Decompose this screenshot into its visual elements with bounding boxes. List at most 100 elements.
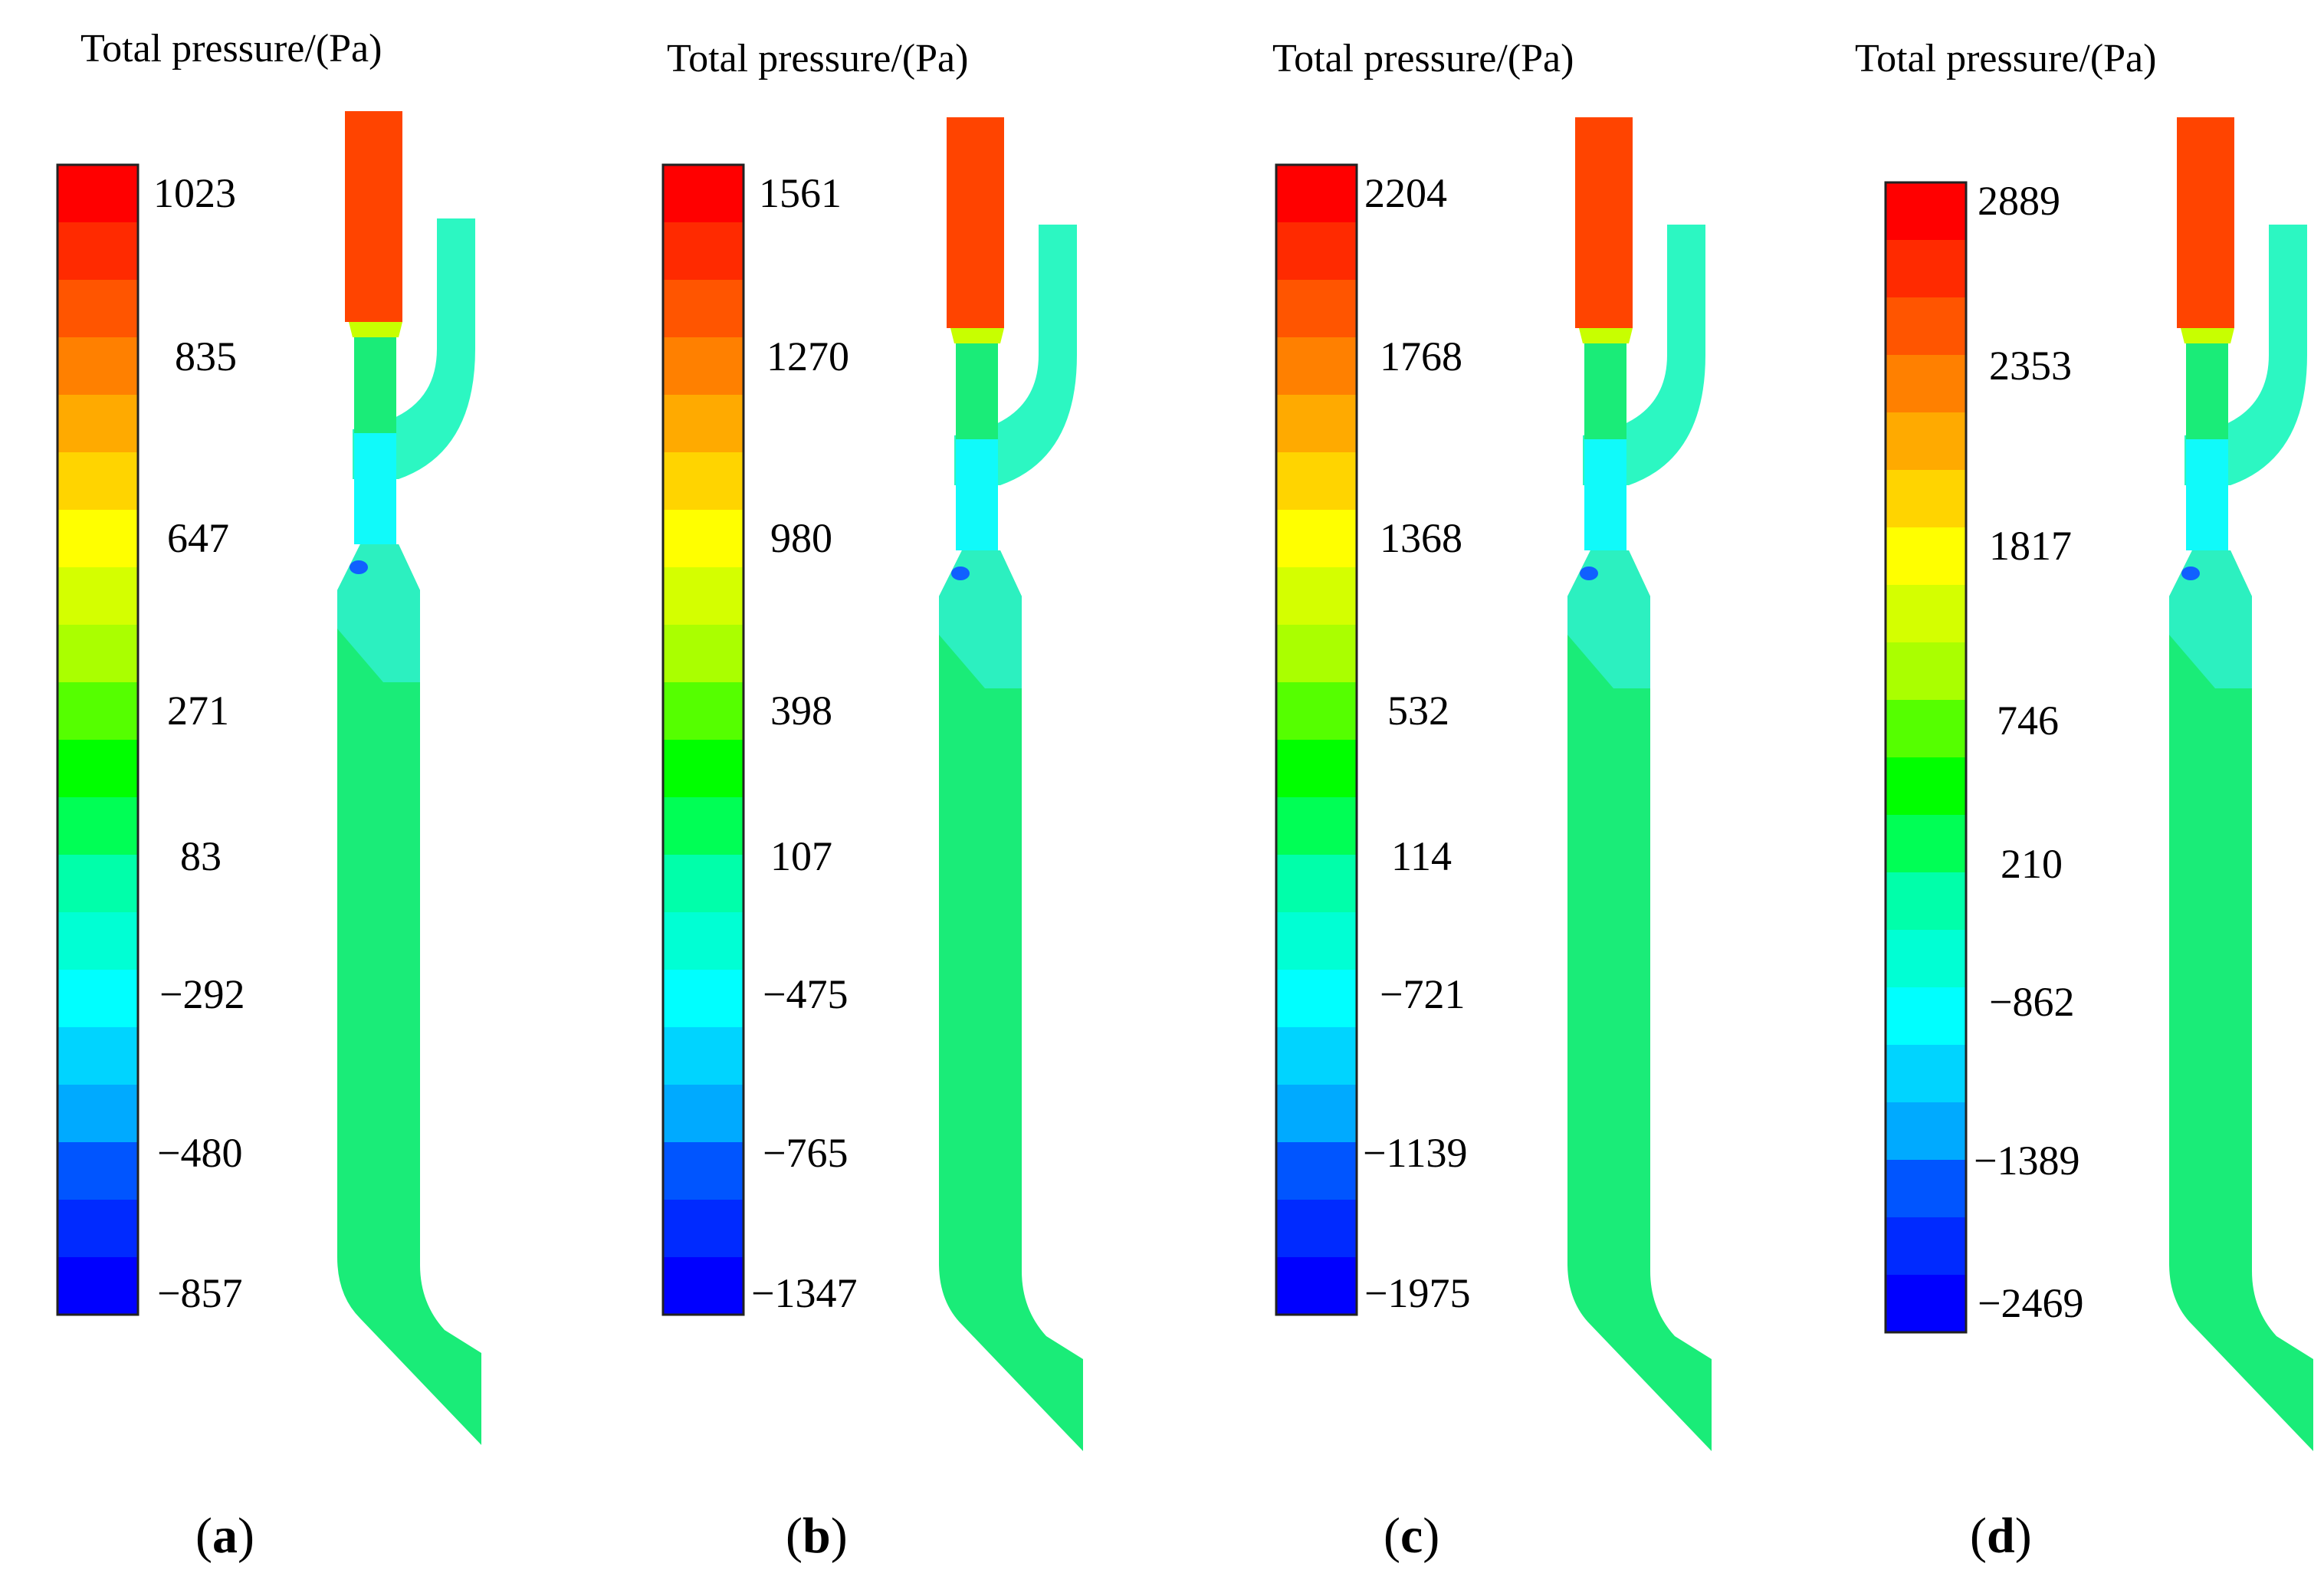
legend-title: Total pressure/(Pa)	[667, 37, 968, 80]
colorbar-band	[57, 567, 138, 626]
colorbar-band	[57, 855, 138, 913]
nozzle-jet	[956, 336, 998, 439]
diffuser-inlet-zone	[337, 544, 420, 682]
tick-label: −1347	[751, 1270, 857, 1316]
tick-label: −475	[763, 971, 848, 1017]
tick-label: −292	[159, 971, 245, 1017]
colorbar-band	[57, 912, 138, 970]
colorbar	[1884, 181, 1968, 1334]
colorbar-band	[57, 682, 138, 741]
tick-label: −2469	[1978, 1280, 2083, 1326]
colorbar-band	[1276, 567, 1357, 626]
colorbar-band	[57, 1027, 138, 1085]
panel-d: Total pressure/(Pa) 2889 2353 1817 746 2…	[1855, 37, 2313, 1564]
colorbar-band	[57, 1257, 138, 1315]
colorbar-band	[1276, 395, 1357, 453]
colorbar-band	[1886, 355, 1966, 413]
legend-title: Total pressure/(Pa)	[1272, 37, 1574, 80]
primary-inlet	[2177, 117, 2234, 328]
colorbar-frame	[56, 163, 140, 1316]
tick-label: 1368	[1380, 515, 1462, 561]
colorbar-band	[663, 682, 743, 741]
colorbar-band	[663, 510, 743, 568]
diffuser-inlet-zone	[2169, 550, 2252, 688]
diffuser-inlet-zone	[939, 550, 1022, 688]
tick-label: 2204	[1364, 170, 1447, 216]
tick-label: 1561	[759, 170, 842, 216]
throat-section	[2186, 435, 2228, 550]
panel-caption: (d)	[1970, 1508, 2032, 1564]
tick-label: 1817	[1989, 523, 2072, 569]
colorbar-band	[57, 280, 138, 338]
tick-label: −1975	[1364, 1270, 1470, 1316]
ejector-contour	[337, 111, 481, 1445]
tick-label: 647	[167, 515, 229, 561]
colorbar-band	[663, 395, 743, 453]
colorbar-band	[1276, 855, 1357, 913]
colorbar-band	[663, 165, 743, 223]
colorbar-band	[1886, 1102, 1966, 1161]
colorbar-band	[1886, 987, 1966, 1046]
tick-labels: 2204 1768 1368 532 114 −721 −1139 −1975	[1363, 170, 1470, 1316]
suction-branch	[2184, 225, 2307, 485]
colorbar-band	[1276, 452, 1357, 511]
tick-label: 1768	[1380, 333, 1462, 379]
diffuser-body	[2169, 550, 2313, 1451]
tick-label: −862	[1989, 979, 2074, 1025]
colorbar-band	[1886, 930, 1966, 988]
colorbar-band	[1276, 165, 1357, 223]
colorbar-band	[663, 1027, 743, 1085]
panel-b: Total pressure/(Pa) 1561 1270 980 398 10…	[661, 37, 1083, 1564]
colorbar-frame	[1884, 181, 1968, 1334]
colorbar-band	[57, 337, 138, 396]
tick-label: 107	[770, 833, 832, 879]
colorbar-band	[1276, 1142, 1357, 1200]
colorbar-band	[1276, 1027, 1357, 1085]
nozzle-jet	[1584, 336, 1626, 439]
tick-label: 271	[167, 688, 229, 734]
colorbar-band	[663, 970, 743, 1028]
tick-label: −480	[157, 1130, 242, 1176]
colorbar-band	[57, 1142, 138, 1200]
colorbar-band	[1886, 1045, 1966, 1103]
colorbar-band	[57, 1200, 138, 1258]
colorbar-band	[1886, 700, 1966, 758]
colorbar-band	[1276, 1085, 1357, 1143]
ejector-contour	[939, 117, 1083, 1451]
colorbar-band	[1276, 740, 1357, 798]
suction-branch	[353, 218, 475, 479]
tick-label: 2353	[1989, 343, 2072, 389]
tick-labels: 1561 1270 980 398 107 −475 −765 −1347	[751, 170, 857, 1316]
colorbar-band	[1276, 625, 1357, 683]
diffuser-inlet-zone	[1567, 550, 1650, 688]
colorbar-band	[1276, 970, 1357, 1028]
colorbar-band	[1276, 337, 1357, 396]
legend-title: Total pressure/(Pa)	[80, 27, 382, 71]
tick-label: 1023	[153, 170, 236, 216]
tick-label: −1139	[1363, 1130, 1467, 1176]
colorbar-band	[663, 1200, 743, 1258]
colorbar-band	[57, 625, 138, 683]
tick-label: 210	[2001, 841, 2063, 887]
colorbar-band	[1886, 815, 1966, 873]
colorbar-band	[663, 855, 743, 913]
colorbar-band	[663, 797, 743, 855]
tick-label: 1270	[766, 333, 849, 379]
colorbar-band	[1276, 912, 1357, 970]
vortex-spot	[2181, 566, 2200, 580]
vortex-spot	[1580, 566, 1598, 580]
colorbar-band	[1886, 585, 1966, 643]
throat-section	[956, 435, 998, 550]
colorbar-band	[1886, 240, 1966, 298]
colorbar-band	[57, 740, 138, 798]
panel-c: Total pressure/(Pa) 2204 1768 1368 532 1…	[1272, 37, 1712, 1564]
colorbar-band	[57, 165, 138, 223]
tick-labels: 2889 2353 1817 746 210 −862 −1389 −2469	[1974, 178, 2083, 1326]
vortex-spot	[350, 560, 368, 574]
tick-label: −765	[763, 1130, 848, 1176]
colorbar-band	[663, 740, 743, 798]
tick-label: 532	[1387, 688, 1449, 734]
tick-label: −1389	[1974, 1138, 2079, 1184]
tick-label: 114	[1391, 833, 1452, 879]
